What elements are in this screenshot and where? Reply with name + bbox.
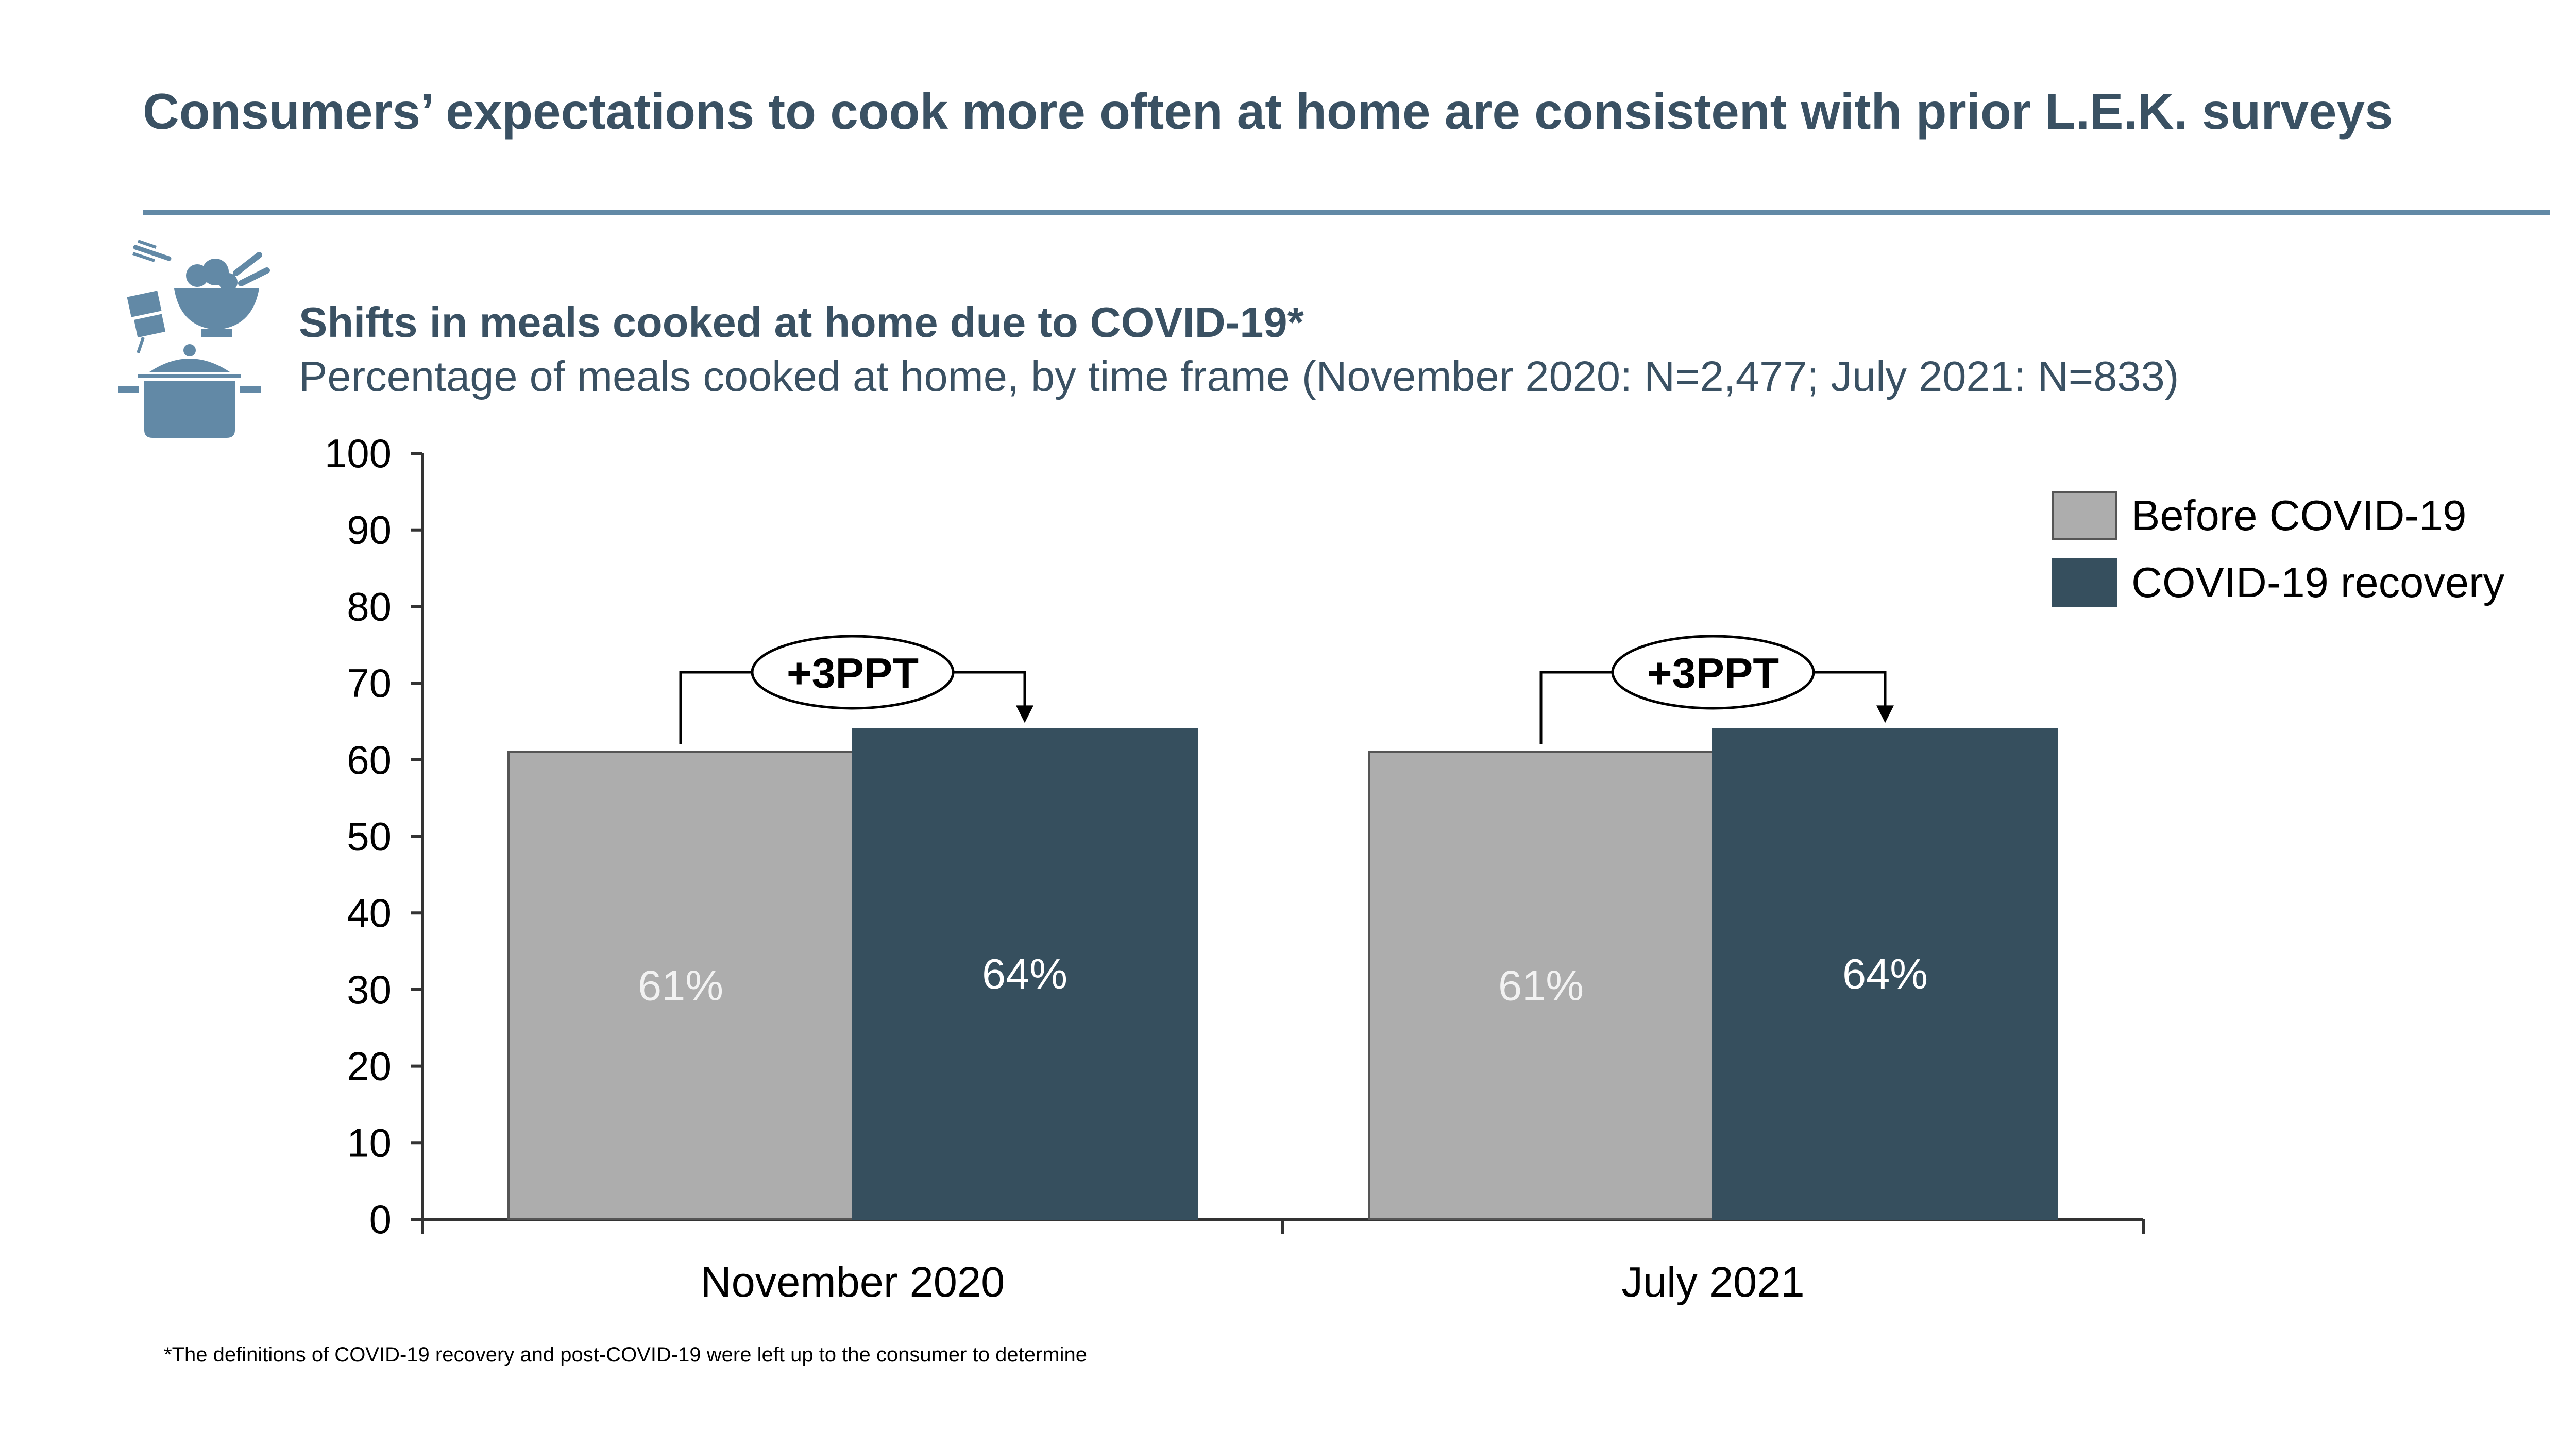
bar-value-label: 64% [1842,950,1928,998]
y-tick-label: 10 [347,1120,392,1165]
y-tick-label: 0 [369,1197,392,1242]
chart-subtitle: Percentage of meals cooked at home, by t… [299,352,2179,400]
y-tick-label: 50 [347,814,392,859]
y-tick-label: 20 [347,1044,392,1089]
y-tick-label: 30 [347,967,392,1012]
arrow-head [1876,705,1894,723]
y-tick-label: 80 [347,584,392,629]
bar [1368,751,1714,1221]
y-tick-label: 70 [347,660,392,706]
change-badge [751,635,955,710]
bar-value-label: 61% [638,961,723,1009]
cooking-pot-bowl-icon [117,237,272,443]
chart-title: Shifts in meals cooked at home due to CO… [299,298,1304,346]
bar [1712,728,2058,1220]
bar-value-label: 64% [982,950,1067,998]
page-title: Consumers’ expectations to cook more oft… [143,83,2393,140]
legend-swatch [2052,558,2117,607]
change-badge [1611,635,1815,710]
title-divider [143,210,2550,215]
y-tick-label: 100 [325,431,392,476]
bar [507,751,854,1221]
y-tick-label: 40 [347,890,392,935]
y-tick-label: 60 [347,737,392,782]
legend-label: COVID-19 recovery [2131,558,2505,606]
x-tick-label: November 2020 [701,1258,1005,1306]
footnote: *The definitions of COVID-19 recovery an… [164,1343,1087,1366]
y-tick-label: 90 [347,507,392,553]
legend-swatch [2052,491,2117,540]
bar-value-label: 61% [1498,961,1584,1009]
change-label: +3PPT [1647,649,1779,697]
change-label: +3PPT [787,649,919,697]
x-tick-label: July 2021 [1621,1258,1804,1306]
bar [852,728,1198,1220]
legend-label: Before COVID-19 [2131,491,2466,539]
arrow-head [1016,705,1033,723]
